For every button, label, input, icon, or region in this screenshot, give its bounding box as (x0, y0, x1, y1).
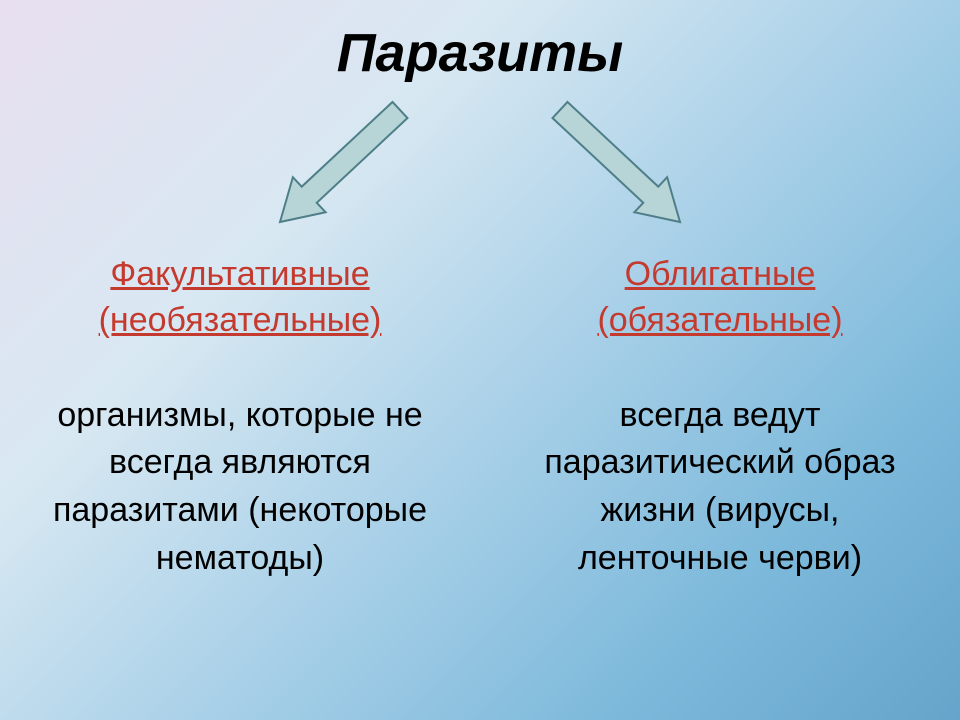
left-column: Факультативные (необязательные) организм… (0, 252, 480, 582)
columns: Факультативные (необязательные) организм… (0, 252, 960, 582)
right-heading-line1: Облигатные (625, 255, 816, 293)
left-heading-line1: Факультативные (110, 255, 369, 293)
right-heading: Облигатные (обязательные) (520, 252, 920, 344)
left-description: организмы, которые не всегда являются па… (40, 392, 440, 582)
slide-title: Паразиты (0, 22, 960, 84)
right-heading-line2: (обязательные) (597, 301, 842, 339)
right-column: Облигатные (обязательные) всегда ведут п… (480, 252, 960, 582)
right-description: всегда ведут паразитический образ жизни … (520, 392, 920, 582)
arrow-container (0, 100, 960, 250)
left-heading: Факультативные (необязательные) (40, 252, 440, 344)
left-heading-line2: (необязательные) (99, 301, 382, 339)
